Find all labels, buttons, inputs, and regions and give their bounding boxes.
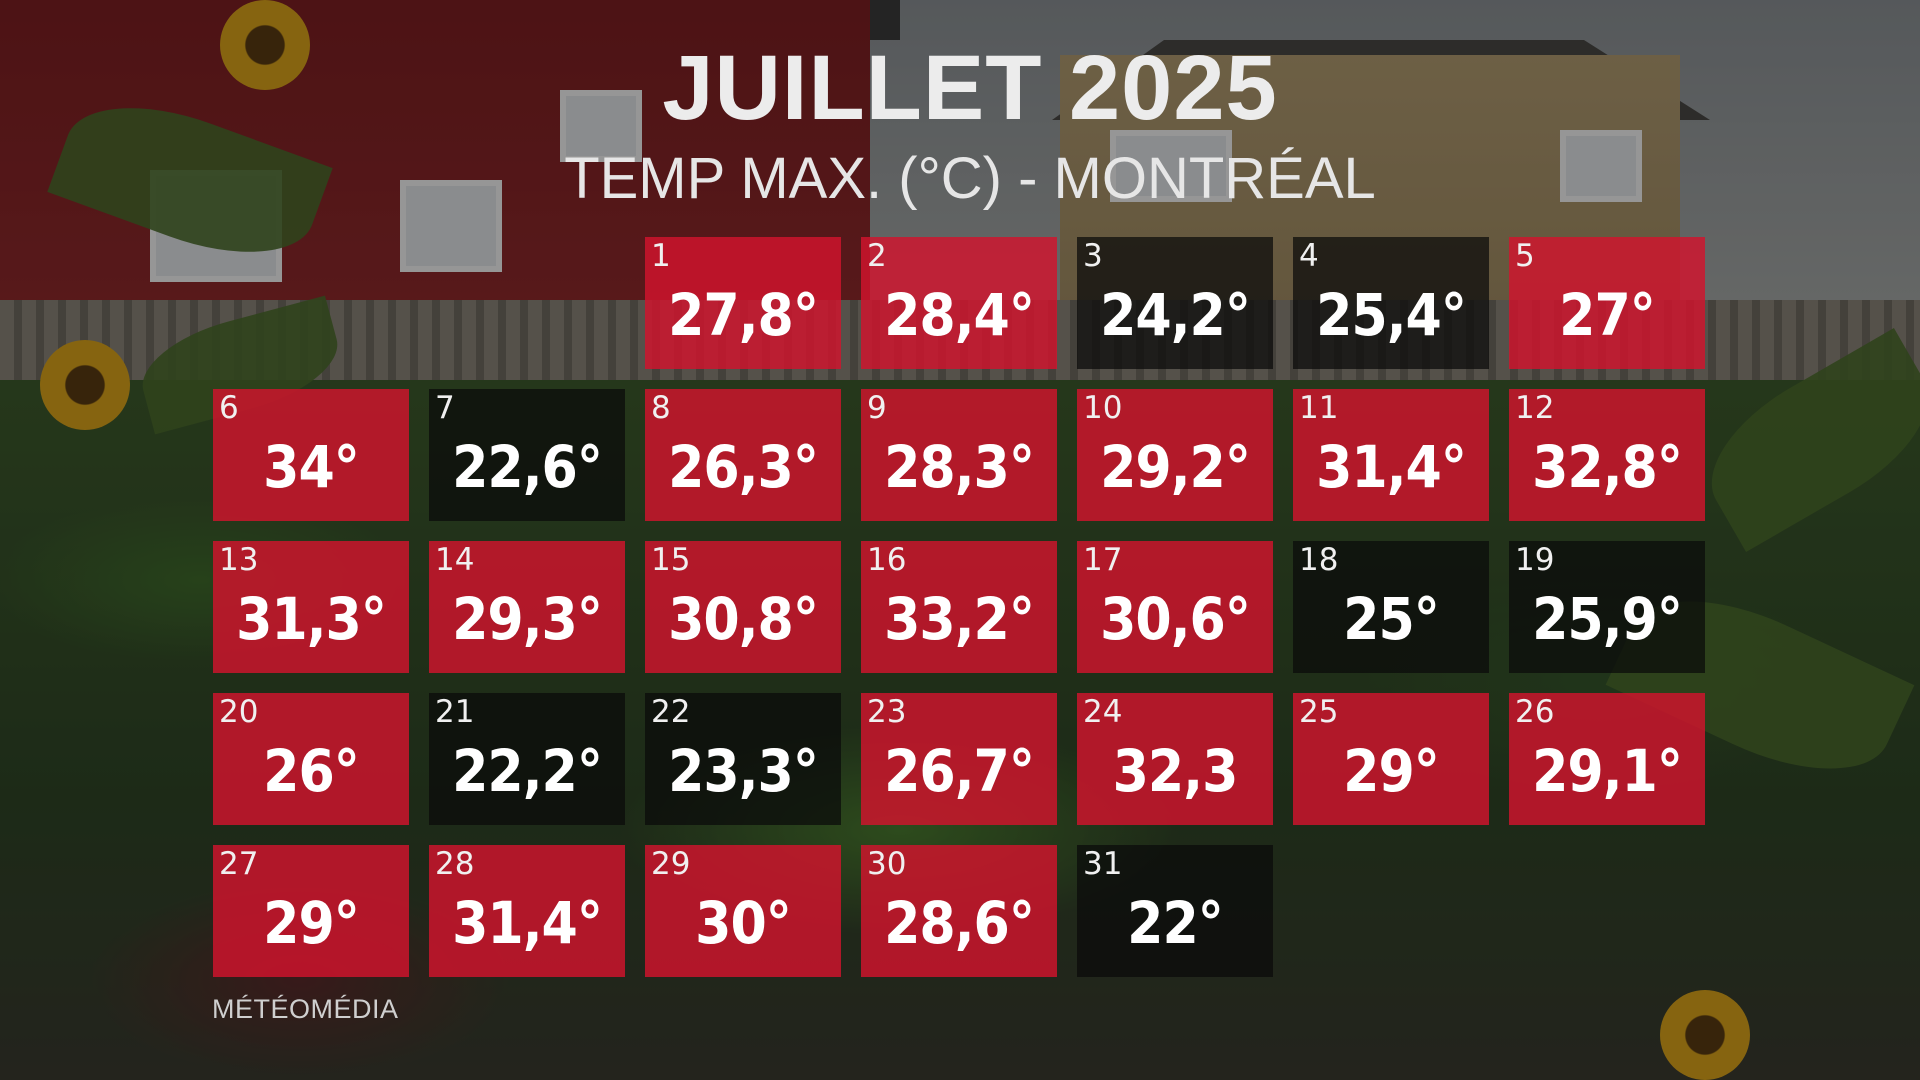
max-temperature: 23,3° xyxy=(668,737,819,805)
day-cell: 22 23,3° xyxy=(645,693,841,825)
max-temperature: 29,1° xyxy=(1532,737,1683,805)
day-cell: 2 28,4° xyxy=(861,237,1057,369)
day-number: 18 xyxy=(1299,542,1339,578)
calendar-subtitle: TEMP MAX. (°C) - MONTRÉAL xyxy=(564,146,1376,211)
day-cell: 7 22,6° xyxy=(429,389,625,521)
day-number: 19 xyxy=(1515,542,1555,578)
max-temperature: 29,3° xyxy=(452,585,603,653)
day-cell: 20 26° xyxy=(213,693,409,825)
day-number: 23 xyxy=(867,694,907,730)
day-number: 16 xyxy=(867,542,907,578)
day-cell: 15 30,8° xyxy=(645,541,841,673)
max-temperature: 31,4° xyxy=(1316,433,1467,501)
max-temperature: 27° xyxy=(1559,281,1656,349)
day-number: 20 xyxy=(219,694,259,730)
day-cell: 11 31,4° xyxy=(1293,389,1489,521)
day-cell: 27 29° xyxy=(213,845,409,977)
max-temperature: 25,4° xyxy=(1316,281,1467,349)
day-cell: 10 29,2° xyxy=(1077,389,1273,521)
day-number: 14 xyxy=(435,542,475,578)
day-number: 31 xyxy=(1083,846,1123,882)
max-temperature: 29,2° xyxy=(1100,433,1251,501)
day-cell: 31 22° xyxy=(1077,845,1273,977)
day-number: 4 xyxy=(1299,238,1319,274)
brand-logo-text: MÉTÉOMÉDIA xyxy=(212,994,399,1024)
day-number: 3 xyxy=(1083,238,1103,274)
max-temperature: 26,7° xyxy=(884,737,1035,805)
max-temperature: 26° xyxy=(263,737,360,805)
day-number: 21 xyxy=(435,694,475,730)
max-temperature: 32,8° xyxy=(1532,433,1683,501)
max-temperature: 32,3 xyxy=(1112,737,1239,805)
max-temperature: 28,6° xyxy=(884,889,1035,957)
day-cell: 21 22,2° xyxy=(429,693,625,825)
day-cell: 4 25,4° xyxy=(1293,237,1489,369)
day-cell: 26 29,1° xyxy=(1509,693,1705,825)
max-temperature: 26,3° xyxy=(668,433,819,501)
max-temperature: 28,3° xyxy=(884,433,1035,501)
day-cell: 6 34° xyxy=(213,389,409,521)
max-temperature: 22,2° xyxy=(452,737,603,805)
max-temperature: 24,2° xyxy=(1100,281,1251,349)
day-number: 29 xyxy=(651,846,691,882)
day-cell: 1 27,8° xyxy=(645,237,841,369)
calendar-grid: 1 27,8° 2 28,4° 3 24,2° 4 25,4° 5 27° 6 34° 7 22,6° 8 2… xyxy=(213,237,1705,977)
day-cell: 29 30° xyxy=(645,845,841,977)
day-number: 8 xyxy=(651,390,671,426)
day-number: 6 xyxy=(219,390,239,426)
day-number: 24 xyxy=(1083,694,1123,730)
day-number: 12 xyxy=(1515,390,1555,426)
day-cell: 25 29° xyxy=(1293,693,1489,825)
day-cell: 12 32,8° xyxy=(1509,389,1705,521)
day-cell: 23 26,7° xyxy=(861,693,1057,825)
max-temperature: 33,2° xyxy=(884,585,1035,653)
max-temperature: 22° xyxy=(1127,889,1224,957)
day-number: 1 xyxy=(651,238,671,274)
day-number: 2 xyxy=(867,238,887,274)
day-number: 15 xyxy=(651,542,691,578)
day-number: 9 xyxy=(867,390,887,426)
max-temperature: 34° xyxy=(263,433,360,501)
day-cell: 8 26,3° xyxy=(645,389,841,521)
calendar-title: JUILLET 2025 xyxy=(662,37,1278,139)
max-temperature: 30,6° xyxy=(1100,585,1251,653)
day-number: 28 xyxy=(435,846,475,882)
day-cell: 16 33,2° xyxy=(861,541,1057,673)
max-temperature: 22,6° xyxy=(452,433,603,501)
day-number: 10 xyxy=(1083,390,1123,426)
day-number: 30 xyxy=(867,846,907,882)
day-cell: 14 29,3° xyxy=(429,541,625,673)
max-temperature: 25,9° xyxy=(1532,585,1683,653)
max-temperature: 28,4° xyxy=(884,281,1035,349)
day-number: 26 xyxy=(1515,694,1555,730)
day-number: 5 xyxy=(1515,238,1535,274)
day-number: 25 xyxy=(1299,694,1339,730)
day-cell: 3 24,2° xyxy=(1077,237,1273,369)
day-number: 22 xyxy=(651,694,691,730)
day-number: 27 xyxy=(219,846,259,882)
max-temperature: 29° xyxy=(1343,737,1440,805)
day-number: 7 xyxy=(435,390,455,426)
day-cell: 9 28,3° xyxy=(861,389,1057,521)
max-temperature: 30° xyxy=(695,889,792,957)
max-temperature: 31,4° xyxy=(452,889,603,957)
day-number: 17 xyxy=(1083,542,1123,578)
day-cell: 19 25,9° xyxy=(1509,541,1705,673)
day-cell: 24 32,3 xyxy=(1077,693,1273,825)
day-number: 11 xyxy=(1299,390,1339,426)
day-cell: 28 31,4° xyxy=(429,845,625,977)
day-number: 13 xyxy=(219,542,259,578)
day-cell: 30 28,6° xyxy=(861,845,1057,977)
empty-cell xyxy=(429,237,625,369)
day-cell: 13 31,3° xyxy=(213,541,409,673)
max-temperature: 25° xyxy=(1343,585,1440,653)
max-temperature: 31,3° xyxy=(236,585,387,653)
day-cell: 18 25° xyxy=(1293,541,1489,673)
max-temperature: 29° xyxy=(263,889,360,957)
max-temperature: 27,8° xyxy=(668,281,819,349)
day-cell: 17 30,6° xyxy=(1077,541,1273,673)
day-cell: 5 27° xyxy=(1509,237,1705,369)
max-temperature: 30,8° xyxy=(668,585,819,653)
empty-cell xyxy=(213,237,409,369)
